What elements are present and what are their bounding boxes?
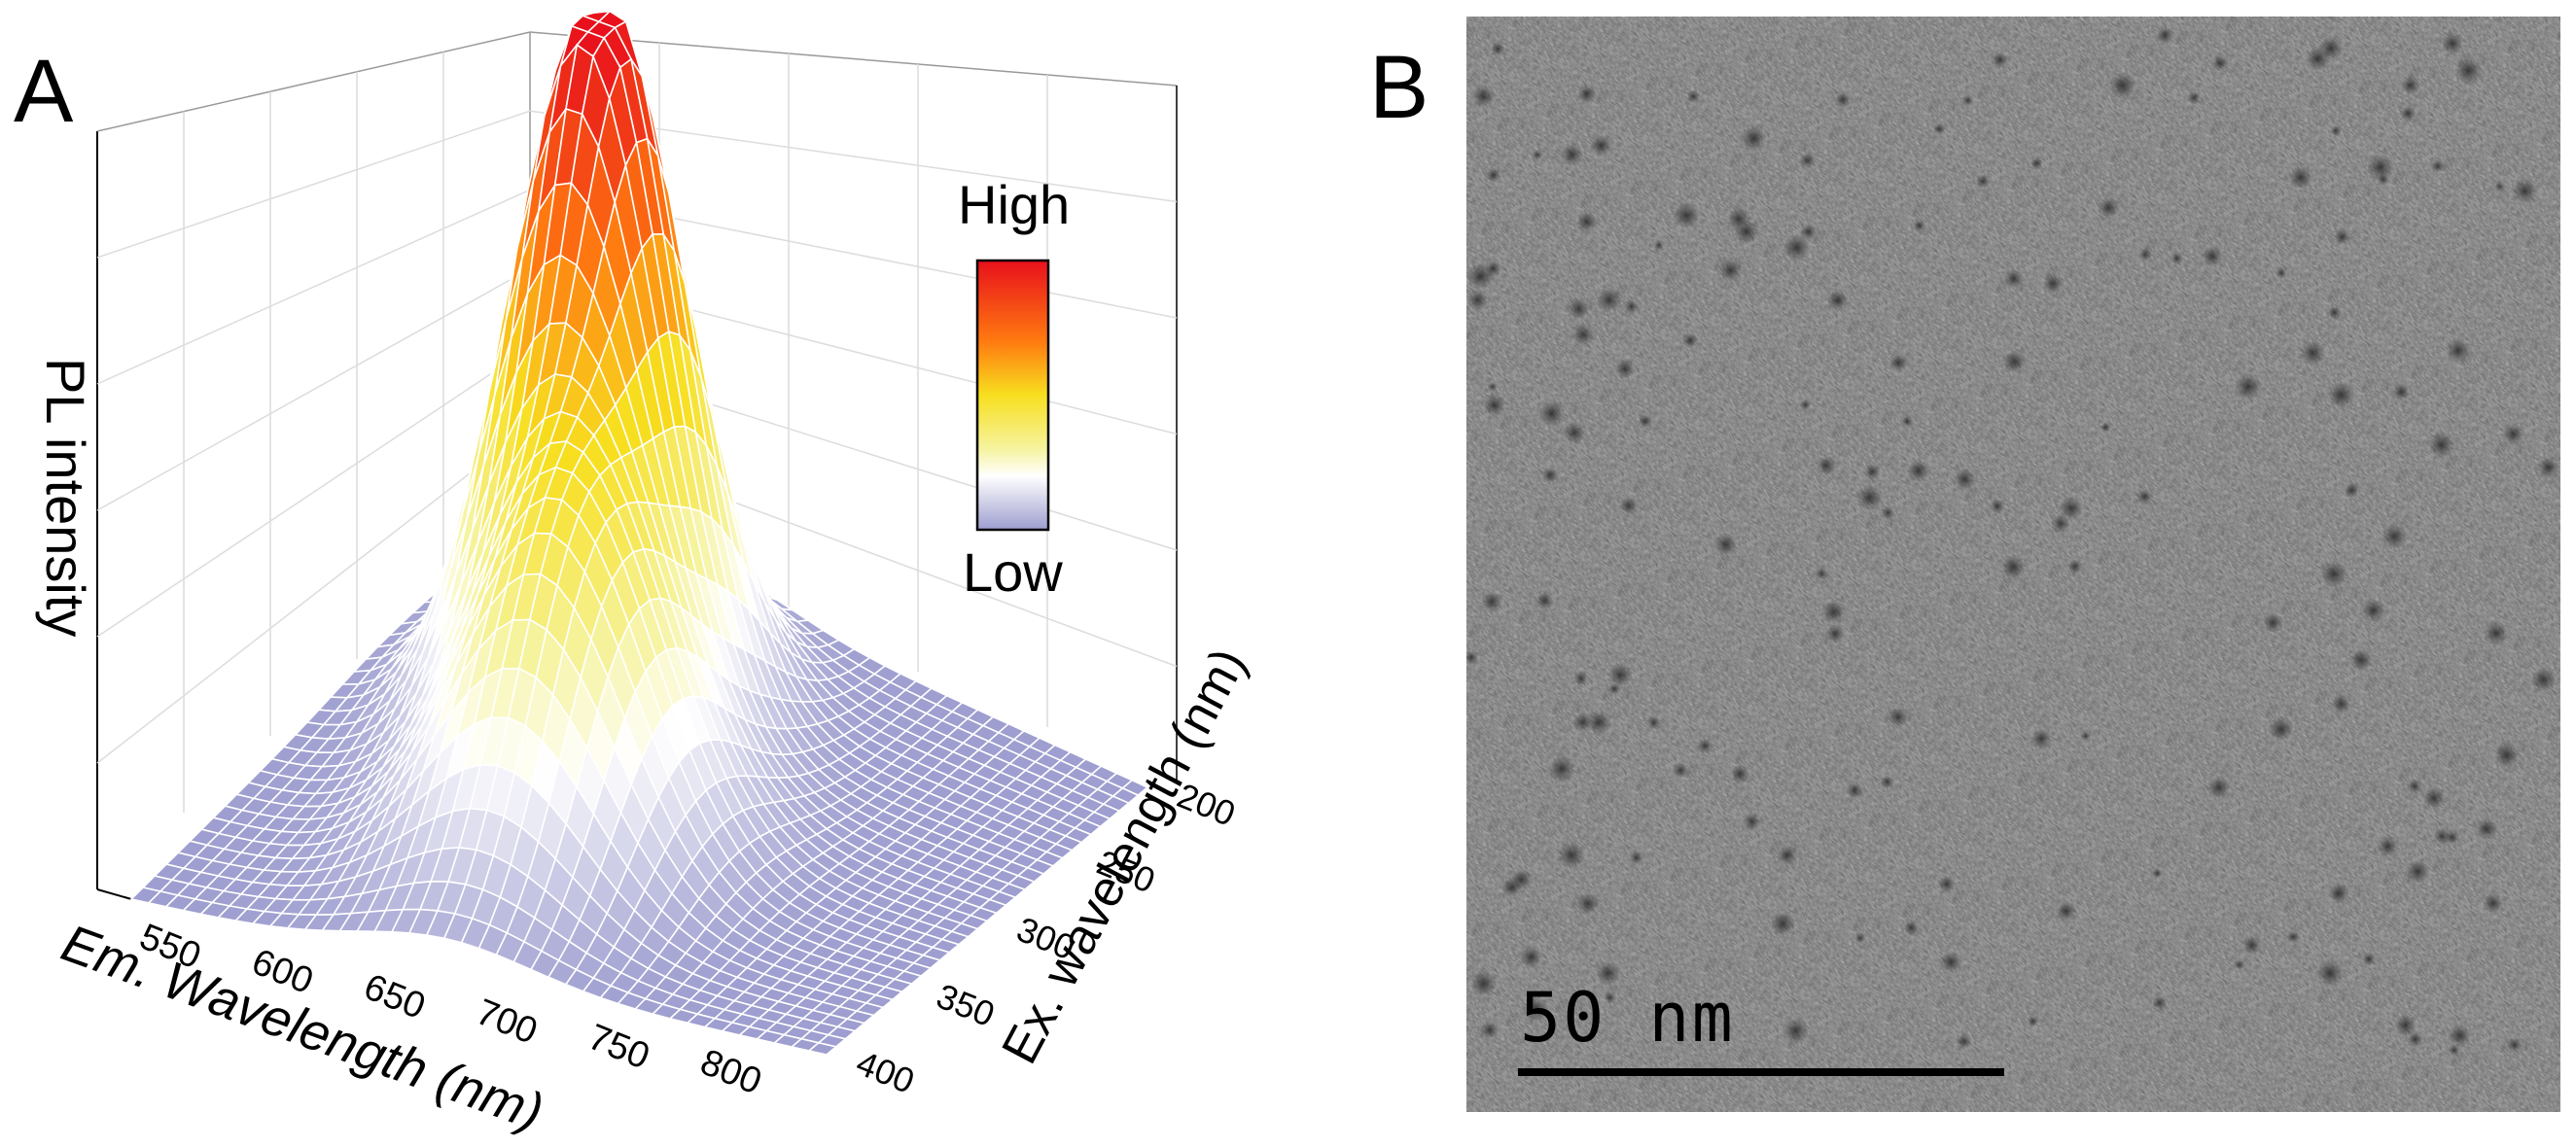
em-tick-label: 800	[694, 1042, 767, 1103]
panel-b-label: B	[1369, 38, 1429, 137]
em-tick-label: 750	[582, 1017, 655, 1078]
back-gridlines	[96, 43, 1178, 813]
colorbar-low-label: Low	[963, 541, 1063, 603]
tem-micrograph	[1466, 17, 2560, 1112]
scale-bar-label: 50 nm	[1520, 978, 1735, 1058]
colorbar	[975, 259, 1050, 532]
pl-surface	[129, 9, 1149, 1056]
em-tick-label: 650	[358, 966, 431, 1027]
surface-patch	[807, 1041, 838, 1056]
ex-tick-label: 400	[851, 1042, 920, 1101]
panel-a-label: A	[14, 42, 74, 141]
colorbar-high-label: High	[958, 174, 1070, 235]
scale-bar	[1518, 1068, 2004, 1076]
z-axis-title: PL intensity	[35, 358, 96, 637]
em-tick-label: 700	[471, 991, 544, 1053]
ex-tick-label: 350	[932, 976, 1001, 1035]
